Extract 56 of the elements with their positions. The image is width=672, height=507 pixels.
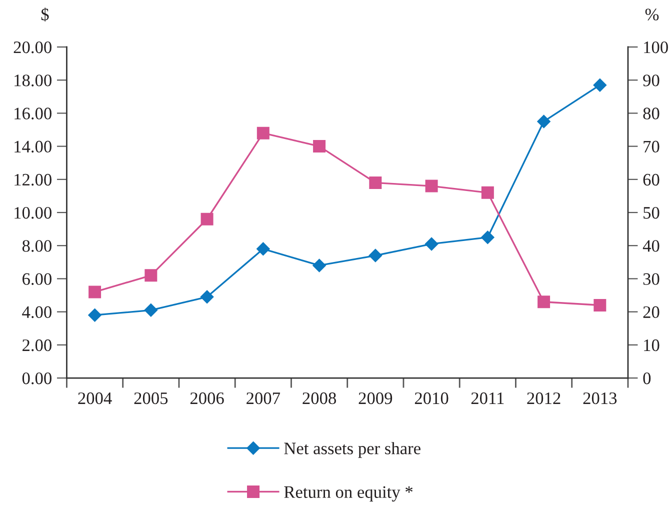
- y2-tick-label: 60: [643, 174, 660, 186]
- y2-tick-label: 40: [642, 240, 660, 252]
- point: [425, 180, 438, 192]
- y-tick-label: 10.00: [14, 206, 52, 219]
- y2-tick-label: 10: [644, 339, 660, 352]
- y2-tick-label: 20: [643, 306, 660, 318]
- x-tick-label: 2005: [134, 392, 168, 404]
- x-tick-label: 2008: [302, 392, 336, 404]
- y2-tick-label: 30: [643, 273, 660, 285]
- point: [368, 248, 382, 262]
- x-tick-label: 2007: [246, 392, 280, 404]
- y-tick-label: 8.00: [22, 240, 52, 252]
- y-tick-label: 12.00: [14, 174, 52, 186]
- point: [144, 304, 158, 317]
- y2-tick-label: 80: [643, 108, 660, 120]
- point: [537, 114, 550, 128]
- y-tick-label: 20.00: [14, 41, 52, 54]
- point: [256, 242, 270, 256]
- point: [88, 286, 102, 298]
- x-tick-label: 2012: [527, 392, 560, 404]
- y2-tick-label: 70: [644, 140, 660, 152]
- x-tick-label: 2010: [414, 392, 448, 404]
- y-tick-label: 16.00: [14, 108, 52, 120]
- point: [144, 269, 158, 282]
- y2-tick-label: 100: [644, 41, 668, 54]
- point: [538, 296, 550, 308]
- point: [313, 140, 326, 153]
- y-tick-label: 18.00: [14, 74, 52, 86]
- x-tick-label: 2013: [583, 392, 617, 404]
- point: [256, 126, 270, 140]
- point: [594, 298, 606, 312]
- x-tick-label: 2006: [190, 392, 224, 404]
- point: [200, 212, 214, 226]
- y2-tick-label: 90: [643, 74, 660, 86]
- y2-tick-label: 0: [643, 372, 651, 384]
- y-tick-label: 14.00: [14, 140, 52, 153]
- x-tick-label: 2004: [78, 392, 112, 404]
- point: [593, 78, 607, 92]
- y2-tick-label: 50: [644, 206, 660, 219]
- x-tick-label: 2009: [358, 392, 392, 404]
- y-tick-label: 6.00: [22, 273, 52, 285]
- point: [481, 186, 494, 199]
- legend-label: Return on equity *: [284, 486, 413, 502]
- point: [424, 237, 438, 251]
- point: [481, 230, 494, 244]
- y-tick-label: 0.00: [22, 372, 52, 384]
- y-tick-label: 4.00: [22, 306, 52, 318]
- y-axis-title: $: [41, 8, 49, 22]
- point: [200, 290, 214, 304]
- y2-axis-title: %: [645, 8, 659, 20]
- legend-label: Net assets per share: [284, 442, 420, 458]
- point: [312, 258, 326, 272]
- point: [88, 308, 102, 322]
- point: [369, 176, 382, 189]
- x-tick-label: 2011: [471, 392, 504, 404]
- y-tick-label: 2.00: [22, 339, 52, 352]
